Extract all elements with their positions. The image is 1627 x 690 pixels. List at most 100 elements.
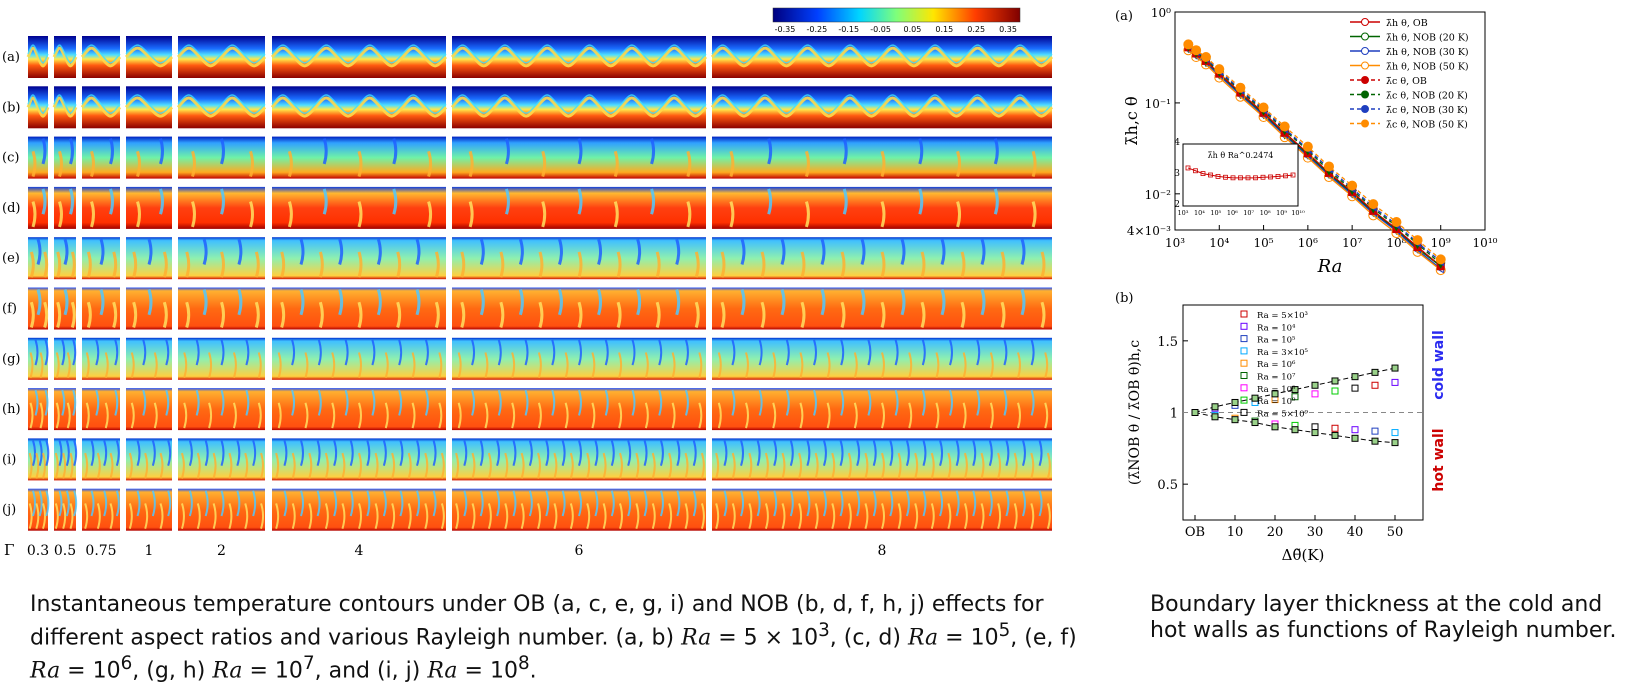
contour-panel [54,488,78,531]
plume [73,440,78,467]
contour-panel [52,36,78,78]
contour-panel [124,36,174,78]
plume [468,201,474,228]
plume [1046,503,1051,530]
plume [1013,503,1018,530]
plume [528,440,533,467]
plume [675,289,681,316]
plume [939,440,944,467]
plume [1020,238,1026,265]
plume [440,503,445,530]
x-tick-label: 10³ [1165,236,1185,250]
contour-panel [712,237,1052,280]
plume [1022,490,1026,517]
plume [658,389,663,416]
plume [391,452,396,479]
plume [228,452,233,479]
plume [36,238,42,265]
legend-entry: Ra = 10⁹ [1257,397,1296,407]
plume [34,389,39,416]
plume [989,402,994,429]
inset-point [1253,175,1258,181]
plume [479,289,485,316]
plume [455,503,460,530]
legend-entry: Ra = 5×10⁹ [1257,409,1309,419]
data-point [1211,413,1219,421]
plume [376,289,382,316]
plume [277,352,282,379]
interface-line [124,46,174,68]
plume [183,352,188,379]
plume [376,238,382,265]
plume [839,490,844,517]
plume [41,138,47,165]
interface-line [52,46,78,68]
plume [1003,389,1008,416]
plume [723,440,728,467]
plume [935,352,940,379]
y-tick-label: 0.5 [1157,478,1178,493]
interface-line [27,94,49,114]
contour-panel [176,36,267,78]
plume [384,352,389,379]
legend-marker [1240,359,1248,367]
plume [698,352,703,379]
legend-entry: Ra = 5×10³ [1257,311,1308,321]
plume [318,251,324,278]
plume [1005,440,1010,467]
plume [424,503,429,530]
contour-panel [126,388,172,431]
plume [720,251,726,278]
plume [520,503,525,530]
plume [70,301,76,328]
plume [72,389,77,416]
inset-point [1268,174,1273,180]
plume [512,440,517,467]
plume [58,201,63,228]
plume [112,301,118,328]
plume [291,389,296,416]
plume [159,138,164,165]
plume [847,452,852,479]
inset-y-tick: 3 [1174,169,1180,179]
plume [196,503,201,530]
plume [457,402,462,429]
legend-marker [1361,47,1369,55]
contour-panel [452,287,706,330]
interface-line [52,96,78,118]
x-tick-label: 10⁷ [1342,236,1362,250]
contour-panel [452,136,706,179]
contour-field [272,488,446,531]
plume [781,452,786,479]
data-point [1351,426,1359,434]
plume [731,339,736,366]
plume [860,238,866,265]
plume [918,138,924,165]
legend-marker [1240,372,1248,379]
plume [842,138,848,165]
plume [1038,490,1043,517]
plume [569,452,574,479]
plume [594,490,599,517]
plume [686,201,692,228]
contour-panel [54,237,76,280]
data-point [1311,429,1319,437]
plume [675,238,681,265]
plume [212,503,217,530]
plume [407,452,412,479]
legend-entry: λ̄h θ, OB [1386,18,1428,29]
plume [358,452,362,479]
plume [427,201,433,228]
plume [831,452,836,479]
contour-field [712,337,1052,380]
y-tick-label: 10⁰ [1151,6,1171,20]
interface-line [26,96,50,118]
plume [43,251,49,278]
plume [1030,339,1035,366]
plume [44,339,49,366]
plume [411,402,416,429]
plume [440,452,445,479]
plume [398,339,403,366]
plume [840,251,846,278]
plume [228,503,233,530]
